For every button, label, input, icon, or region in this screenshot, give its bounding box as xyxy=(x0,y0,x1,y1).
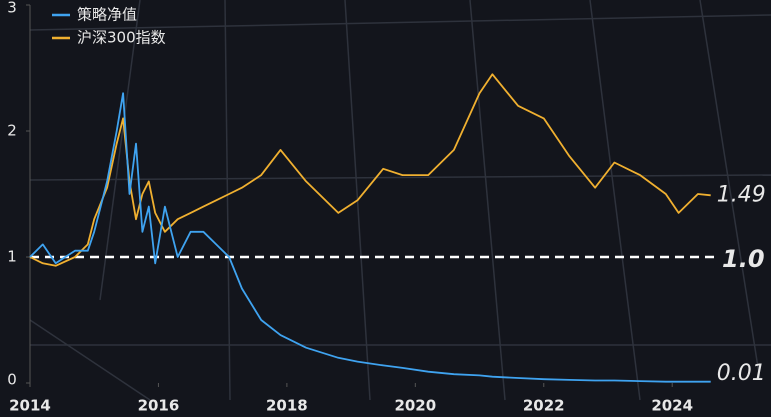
x-tick-label: 2022 xyxy=(523,397,565,415)
y-tick-label: 1 xyxy=(7,248,17,266)
legend-label: 沪深300指数 xyxy=(77,29,166,47)
reference-label: 1.0 xyxy=(722,245,765,273)
x-tick-label: 2020 xyxy=(394,397,436,415)
x-tick-label: 2016 xyxy=(138,397,180,415)
series-line xyxy=(29,73,711,267)
y-tick-label: 0 xyxy=(7,371,17,389)
x-tick-label: 2024 xyxy=(651,397,693,415)
legend-label: 策略净值 xyxy=(77,6,137,24)
series-line xyxy=(29,92,711,383)
x-tick-label: 2018 xyxy=(266,397,308,415)
perspective-grid xyxy=(29,0,771,401)
end-label: 1.49 xyxy=(717,182,766,207)
x-tick-label: 2014 xyxy=(9,397,51,415)
end-label: 0.01 xyxy=(717,361,766,386)
y-tick-label: 2 xyxy=(7,122,17,140)
y-tick-label: 3 xyxy=(7,0,17,17)
